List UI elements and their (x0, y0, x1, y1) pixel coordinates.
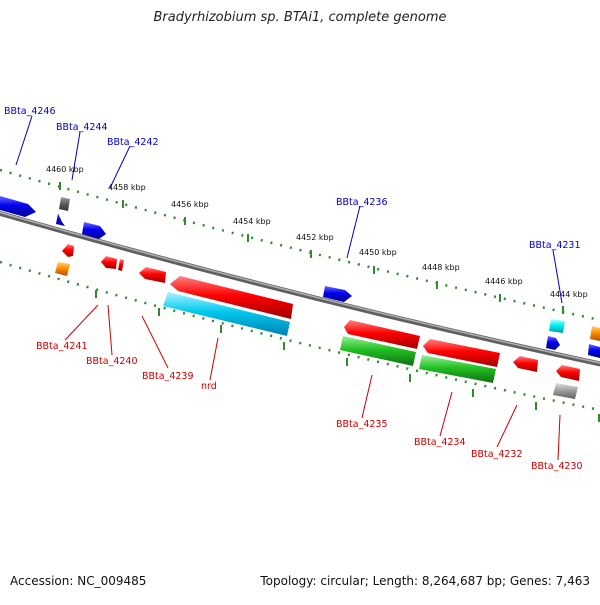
scale-label: 4460 kbp (46, 165, 84, 174)
gene-arrow[interactable] (55, 262, 70, 276)
gene-bbta-4241[interactable] (55, 244, 74, 276)
gene-edge-right[interactable] (588, 326, 600, 358)
gene-bbta-4239[interactable] (139, 267, 166, 283)
gene-bbta-4246[interactable] (0, 196, 36, 217)
gene-arrow[interactable] (549, 319, 565, 333)
scale-label: 4454 kbp (233, 217, 271, 226)
gene-bbta-4244[interactable] (56, 197, 70, 226)
gene-arrow[interactable] (170, 276, 293, 319)
scale-label: 4444 kbp (550, 290, 588, 299)
gene-arrow[interactable] (553, 383, 578, 399)
gene-label[interactable]: BBta_4242 (107, 137, 159, 148)
gene-arrow[interactable] (588, 344, 600, 358)
gene-arrow[interactable] (556, 365, 580, 381)
gene-bbta-4232[interactable] (513, 356, 538, 372)
accession-text: Accession: NC_009485 (10, 574, 147, 588)
gene-arrow[interactable] (590, 326, 600, 341)
map-title: Bradyrhizobium sp. BTAi1, complete genom… (153, 10, 447, 25)
gene-label[interactable]: nrd (201, 381, 217, 392)
gene-arrow[interactable] (546, 336, 560, 350)
gene-arrow[interactable] (139, 267, 166, 283)
gene-label[interactable]: BBta_4240 (86, 356, 138, 367)
gene-label[interactable]: BBta_4235 (336, 419, 388, 430)
bottom-label-leaders (64, 304, 561, 461)
scale-labels: 4460 kbp 4458 kbp 4456 kbp 4454 kbp 4452 kbp… (46, 165, 588, 299)
gene-bbta-4234[interactable] (419, 339, 500, 383)
genome-backbone-highlight (0, 211, 600, 364)
gene-arrow[interactable] (62, 244, 74, 257)
scale-label: 4446 kbp (485, 277, 523, 286)
gene-arrow[interactable] (419, 355, 496, 383)
gene-label[interactable]: BBta_4244 (56, 122, 108, 133)
gene-bbta-4240[interactable] (101, 256, 124, 271)
gene-label[interactable]: BBta_4236 (336, 197, 388, 208)
gene-label[interactable]: BBta_4246 (4, 106, 56, 117)
gene-bbta-4231[interactable] (546, 319, 565, 350)
gene-arrow[interactable] (82, 222, 106, 239)
gene-label[interactable]: BBta_4232 (471, 449, 523, 460)
gene-label[interactable]: BBta_4239 (142, 371, 194, 382)
top-label-leaders (15, 115, 563, 304)
gene-label[interactable]: BBta_4230 (531, 461, 583, 472)
gene-arrow[interactable] (118, 259, 124, 271)
scale-track-top (0, 168, 600, 322)
gene-arrow[interactable] (59, 197, 70, 211)
scale-label: 4448 kbp (422, 263, 460, 272)
scale-label: 4458 kbp (108, 183, 146, 192)
scale-label: 4452 kbp (296, 233, 334, 242)
gene-arrow[interactable] (323, 286, 352, 302)
gene-bbta-4242[interactable] (82, 222, 106, 239)
gene-nrd[interactable] (163, 276, 293, 336)
gene-arrow[interactable] (423, 339, 500, 367)
gene-arrow[interactable] (163, 292, 290, 336)
gene-bbta-4235[interactable] (340, 320, 420, 366)
genome-summary-text: Topology: circular; Length: 8,264,687 bp… (260, 574, 590, 588)
gene-arrow[interactable] (101, 256, 117, 269)
scale-ticks (59, 182, 600, 422)
gene-label[interactable]: BBta_4241 (36, 341, 88, 352)
gene-arrow[interactable] (0, 196, 36, 217)
scale-label: 4456 kbp (171, 200, 209, 209)
gene-label[interactable]: BBta_4234 (414, 437, 466, 448)
scale-label: 4450 kbp (359, 248, 397, 257)
gene-label[interactable]: BBta_4231 (529, 240, 581, 251)
gene-arrow[interactable] (344, 320, 420, 349)
genome-backbone (0, 210, 600, 367)
gene-arrow[interactable] (513, 356, 538, 372)
gene-arrow[interactable] (340, 336, 416, 366)
scale-track-bottom (0, 260, 600, 412)
gene-bbta-4230[interactable] (553, 365, 580, 399)
gene-bbta-4236[interactable] (323, 286, 352, 302)
gene-arrow[interactable] (56, 213, 65, 226)
